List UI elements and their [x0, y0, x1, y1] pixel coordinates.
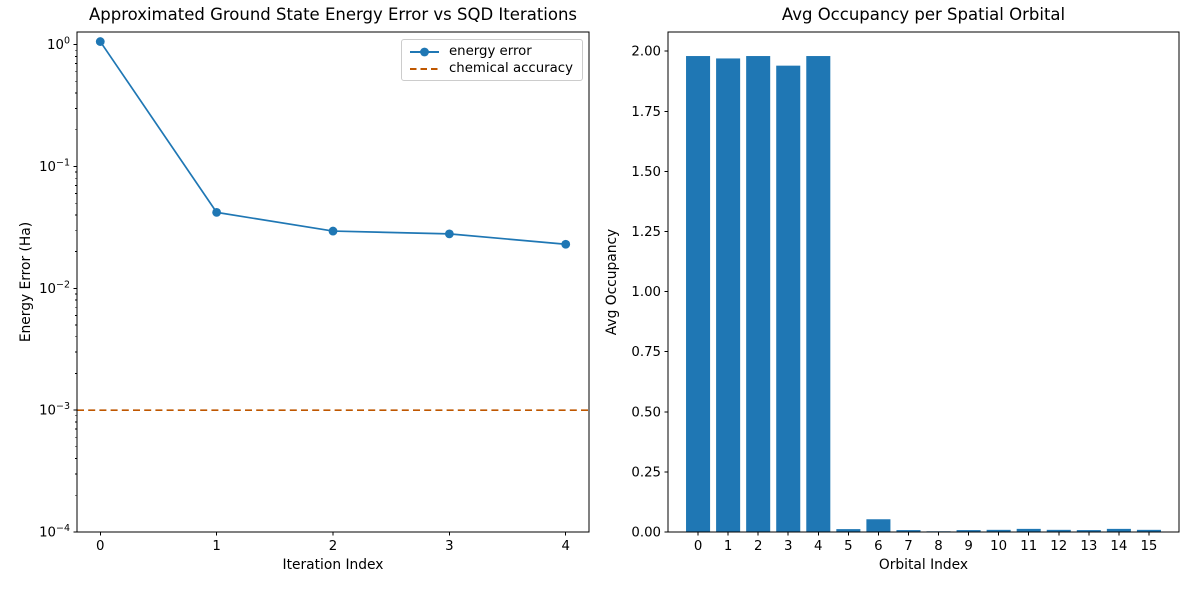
bar: [1046, 529, 1071, 532]
left-chart-xlabel: Iteration Index: [282, 557, 384, 573]
bar: [986, 529, 1011, 532]
y-tick-label: 10−3: [39, 401, 70, 419]
y-tick-label: 0.00: [631, 526, 661, 541]
data-point: [561, 239, 571, 249]
x-tick-label: 15: [1140, 539, 1157, 554]
bar: [1136, 529, 1161, 532]
bar: [776, 65, 801, 533]
x-tick-label: 6: [874, 539, 882, 554]
left-chart-spines: [76, 31, 590, 533]
y-tick-label: 1.75: [631, 105, 661, 120]
y-tick-label: 10−2: [39, 279, 70, 297]
x-tick-label: 9: [964, 539, 972, 554]
x-tick-label: 2: [754, 539, 762, 554]
occupancy-bar-chart: 0.000.250.500.751.001.251.501.752.000 1 2 3…: [631, 45, 1161, 554]
x-tick-label: 10: [990, 539, 1007, 554]
dashed-line-swatch-icon: [410, 67, 439, 70]
right-chart-spines: [667, 31, 1180, 533]
data-point: [212, 207, 222, 217]
bar: [716, 58, 741, 532]
x-tick-label: 1: [724, 539, 732, 554]
bar: [686, 56, 711, 533]
bar: [956, 530, 981, 532]
y-tick-label: 1.25: [631, 225, 661, 240]
x-tick-label: 4: [561, 539, 569, 554]
y-tick-label: 10−1: [39, 157, 70, 175]
y-tick-label: 0.50: [631, 405, 661, 420]
x-tick-label: 4: [814, 539, 822, 554]
x-tick-label: 0: [96, 539, 104, 554]
x-tick-label: 7: [904, 539, 912, 554]
bar: [1106, 528, 1131, 532]
line-marker-swatch-icon: [410, 47, 439, 56]
y-tick-label: 1.50: [631, 165, 661, 180]
y-tick-label: 0.75: [631, 345, 661, 360]
bar: [746, 56, 771, 533]
right-chart-ylabel: Avg Occupancy: [604, 228, 620, 336]
x-tick-label: 13: [1080, 539, 1097, 554]
right-chart-xlabel: Orbital Index: [878, 557, 969, 573]
left-chart-title: Approximated Ground State Energy Error v…: [88, 5, 578, 24]
y-tick-label: 0.25: [631, 465, 661, 480]
bar: [806, 56, 831, 533]
legend-entry-energy-error: energy error: [409, 43, 574, 60]
y-tick-label: 1.00: [631, 285, 661, 300]
data-point: [95, 37, 105, 46]
x-tick-label: 14: [1110, 539, 1127, 554]
y-tick-label: 2.00: [631, 45, 661, 60]
energy-error-chart: 100 10−1 10−2 10−3 10−4 0 1 2 3 4: [39, 36, 589, 554]
x-tick-label: 0: [694, 539, 702, 554]
bar: [896, 530, 921, 532]
left-chart-ylabel: Energy Error (Ha): [18, 221, 34, 343]
data-point: [328, 226, 338, 236]
legend: energy error chemical accuracy: [401, 39, 583, 81]
bar: [866, 519, 891, 532]
y-tick-label: 100: [47, 36, 70, 54]
x-tick-label: 1: [212, 539, 220, 554]
data-point: [444, 229, 454, 239]
legend-entry-chemical-accuracy: chemical accuracy: [409, 60, 574, 77]
x-tick-label: 8: [934, 539, 942, 554]
legend-label-energy-error: energy error: [449, 44, 532, 59]
x-tick-label: 11: [1020, 539, 1037, 554]
y-tick-label: 10−4: [39, 523, 70, 541]
bar: [1016, 528, 1041, 532]
x-tick-label: 3: [784, 539, 792, 554]
x-tick-label: 3: [445, 539, 453, 554]
bar: [836, 529, 861, 532]
legend-label-chemical-accuracy: chemical accuracy: [449, 61, 573, 76]
bar: [1076, 530, 1101, 532]
x-tick-label: 2: [329, 539, 337, 554]
right-chart-title: Avg Occupancy per Spatial Orbital: [781, 5, 1066, 24]
x-tick-label: 5: [844, 539, 852, 554]
x-tick-label: 12: [1050, 539, 1067, 554]
